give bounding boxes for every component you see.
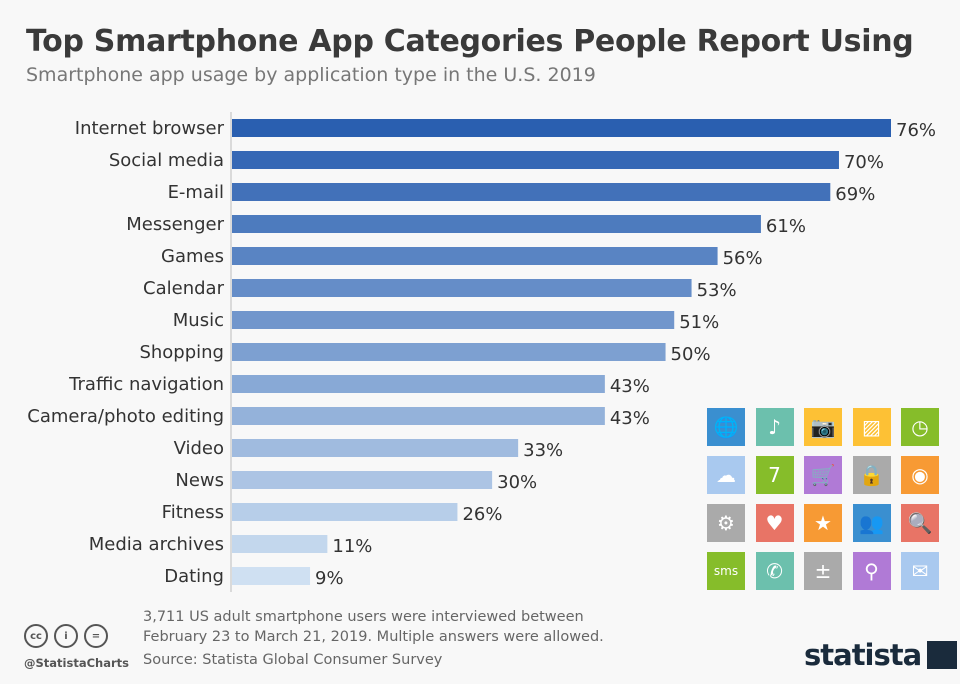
camera-icon: 📷 (804, 408, 842, 446)
source: Source: Statista Global Consumer Survey (143, 652, 443, 668)
search-icon: 🔍 (901, 504, 939, 542)
clock-icon: ◷ (901, 408, 939, 446)
chart-subtitle: Smartphone app usage by application type… (26, 64, 596, 86)
image-icon: ▨ (852, 408, 891, 446)
app-icon-grid: 🌐 ♪ 📷 ▨ ◷ ☁ 7 🛒 🔒 ◉ ⚙ ♥ ★ 👥 🔍 sms ✆ ± ⚲ ✉ (707, 408, 939, 590)
category-label: E-mail (168, 182, 224, 203)
note-line: February 23 to March 21, 2019. Multiple … (143, 629, 604, 645)
statista-logo: statista (804, 638, 958, 672)
category-label: Media archives (89, 534, 224, 555)
value-label: 51% (679, 312, 719, 333)
value-label: 43% (610, 376, 650, 397)
cc-icon: cc (24, 624, 48, 648)
value-label: 11% (332, 536, 372, 557)
calculator-icon: ± (804, 552, 842, 590)
bar (232, 567, 311, 585)
music-note-icon: ♪ (755, 408, 794, 446)
value-label: 43% (610, 408, 650, 429)
bar (232, 407, 605, 425)
bar (232, 343, 666, 361)
category-label: Games (161, 246, 224, 267)
category-label: News (175, 470, 224, 491)
bar (232, 279, 692, 297)
value-label: 30% (497, 472, 537, 493)
category-label: Video (174, 438, 224, 459)
bar (232, 151, 839, 169)
category-label: Messenger (126, 214, 224, 235)
category-label: Traffic navigation (68, 374, 224, 395)
bar (232, 119, 891, 137)
chart-title: Top Smartphone App Categories People Rep… (26, 24, 914, 59)
twitter-handle: @StatistaCharts (24, 656, 129, 670)
bar (232, 439, 519, 457)
settings-icon: ⚙ (707, 504, 745, 542)
location-pin-icon: ⚲ (852, 552, 891, 590)
bar-chart: Internet browser 76% Social media 70% E-mail… (27, 112, 936, 592)
people-icon: 👥 (852, 504, 891, 542)
heart-icon: ♥ (755, 504, 794, 542)
lock-icon: 🔒 (852, 456, 891, 494)
bar (232, 375, 605, 393)
category-label: Shopping (139, 342, 224, 363)
category-label: Dating (164, 566, 224, 587)
globe-icon: 🌐 (707, 408, 745, 446)
value-label: 69% (835, 184, 875, 205)
category-label: Camera/photo editing (27, 406, 224, 427)
webcam-icon: ◉ (901, 456, 939, 494)
bar (232, 183, 831, 201)
category-label: Music (173, 310, 224, 331)
bar (232, 215, 761, 233)
phone-chat-icon: ✆ (755, 552, 794, 590)
logo-mark-icon (927, 641, 958, 669)
no-derivatives-icon: = (84, 624, 108, 648)
sms-icon: sms (707, 552, 745, 590)
category-label: Social media (109, 150, 224, 171)
value-label: 56% (723, 248, 763, 269)
bar (232, 471, 493, 489)
survey-note: 3,711 US adult smartphone users were int… (143, 607, 604, 647)
value-label: 53% (697, 280, 737, 301)
value-label: 76% (896, 120, 936, 141)
bar (232, 503, 458, 521)
category-label: Internet browser (75, 118, 225, 139)
license-icons: cc i = (24, 624, 108, 648)
bar (232, 247, 718, 265)
mail-icon: ✉ (901, 552, 939, 590)
bar (232, 535, 328, 553)
cloud-icon: ☁ (707, 456, 745, 494)
value-label: 70% (844, 152, 884, 173)
value-label: 9% (315, 568, 344, 589)
attribution-icon: i (54, 624, 78, 648)
category-label: Calendar (143, 278, 225, 299)
value-label: 33% (523, 440, 563, 461)
note-line: 3,711 US adult smartphone users were int… (143, 609, 584, 625)
star-icon: ★ (804, 504, 842, 542)
value-label: 50% (671, 344, 711, 365)
shopping-cart-icon: 🛒 (804, 456, 842, 494)
value-label: 61% (766, 216, 806, 237)
value-label: 26% (462, 504, 502, 525)
calendar-icon: 7 (755, 456, 794, 494)
category-label: Fitness (162, 502, 224, 523)
bar (232, 311, 675, 329)
